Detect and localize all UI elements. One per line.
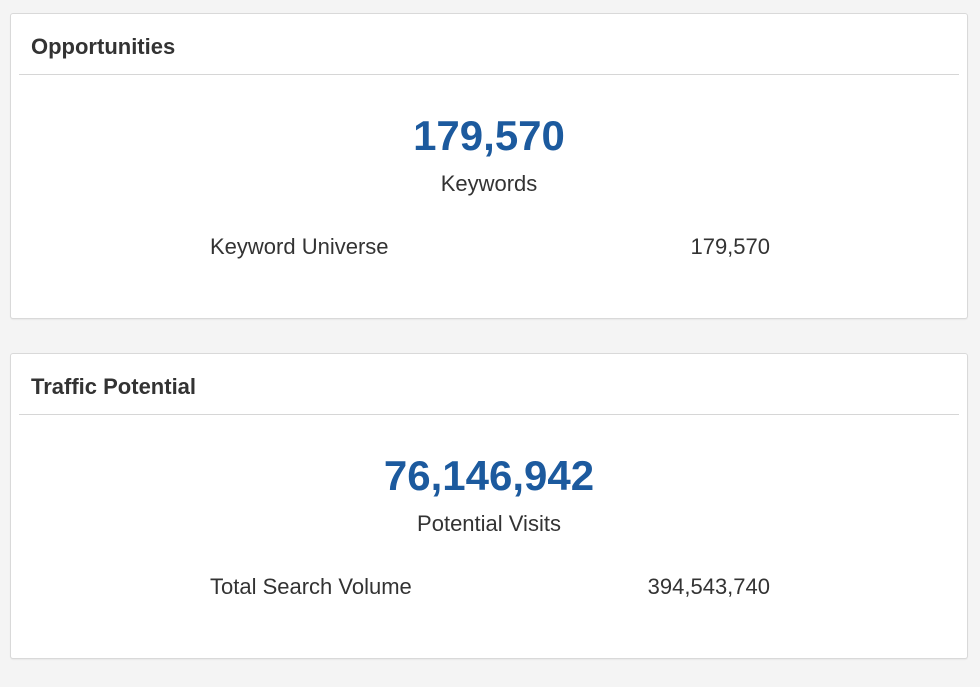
traffic-potential-panel-header: Traffic Potential [19,354,959,415]
traffic-potential-panel: Traffic Potential 76,146,942 Potential V… [10,353,968,659]
keywords-count: 179,570 [413,112,565,159]
keyword-universe-row: Keyword Universe 179,570 [210,234,770,262]
traffic-potential-title: Traffic Potential [31,374,197,399]
keyword-universe-value: 179,570 [690,234,770,259]
potential-visits-label: Potential Visits [417,511,561,536]
potential-visits-count: 76,146,942 [383,452,595,499]
keywords-label: Keywords [440,171,538,196]
opportunities-title: Opportunities [31,34,176,59]
keyword-universe-label: Keyword Universe [210,234,389,259]
total-search-volume-label: Total Search Volume [210,574,412,599]
total-search-volume-value: 394,543,740 [647,574,770,599]
opportunities-panel-header: Opportunities [19,14,959,75]
total-search-volume-row: Total Search Volume 394,543,740 [210,574,770,602]
opportunities-panel: Opportunities 179,570 Keywords Keyword U… [10,13,968,319]
